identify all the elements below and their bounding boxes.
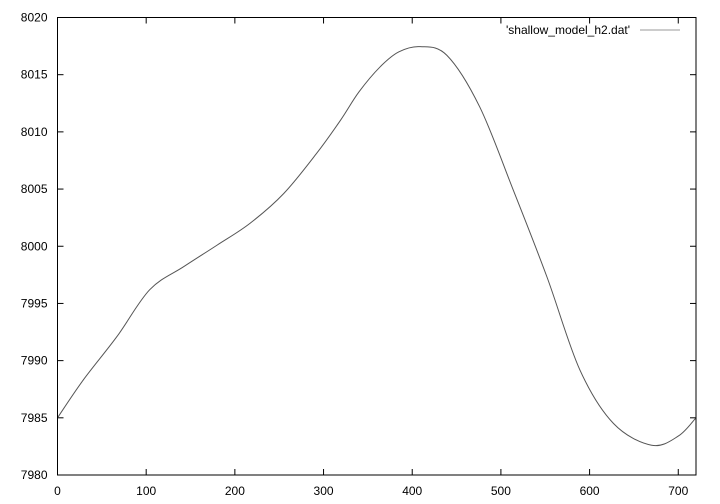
series-line (57, 46, 697, 447)
y-tick-label: 8005 (21, 182, 48, 196)
y-tick-label: 7995 (21, 296, 48, 310)
y-tick-label: 8015 (21, 68, 48, 82)
y-tick-label: 7985 (21, 411, 48, 425)
x-tick-label: 200 (225, 484, 245, 498)
x-tick-label: 600 (580, 484, 600, 498)
y-tick-label: 7990 (21, 354, 48, 368)
tick-labels: 0 100 200 300 400 500 600 700 7980 7985 7990 7995 80… (21, 11, 689, 499)
y-tick-label: 8020 (21, 11, 48, 25)
y-tick-label: 8010 (21, 125, 48, 139)
x-tick-label: 700 (668, 484, 688, 498)
plot-frame (57, 17, 697, 476)
x-tick-label: 0 (54, 484, 61, 498)
x-tick-label: 300 (314, 484, 334, 498)
x-tick-label: 400 (402, 484, 422, 498)
y-tick-label: 7980 (21, 468, 48, 482)
y-tick-label: 8000 (21, 239, 48, 253)
legend-label: 'shallow_model_h2.dat' (506, 23, 630, 37)
x-tick-label: 500 (491, 484, 511, 498)
legend: 'shallow_model_h2.dat' (506, 23, 680, 37)
x-tick-label: 100 (136, 484, 156, 498)
